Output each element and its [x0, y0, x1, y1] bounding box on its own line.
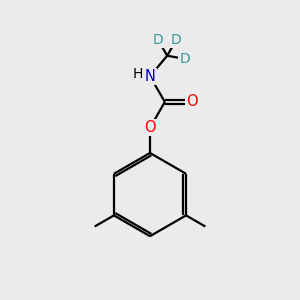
Text: O: O — [186, 94, 197, 110]
Text: D: D — [153, 33, 164, 47]
Text: D: D — [179, 52, 190, 66]
Text: O: O — [144, 120, 156, 135]
Text: N: N — [145, 69, 155, 84]
Text: D: D — [171, 33, 182, 47]
Text: H: H — [132, 67, 143, 81]
